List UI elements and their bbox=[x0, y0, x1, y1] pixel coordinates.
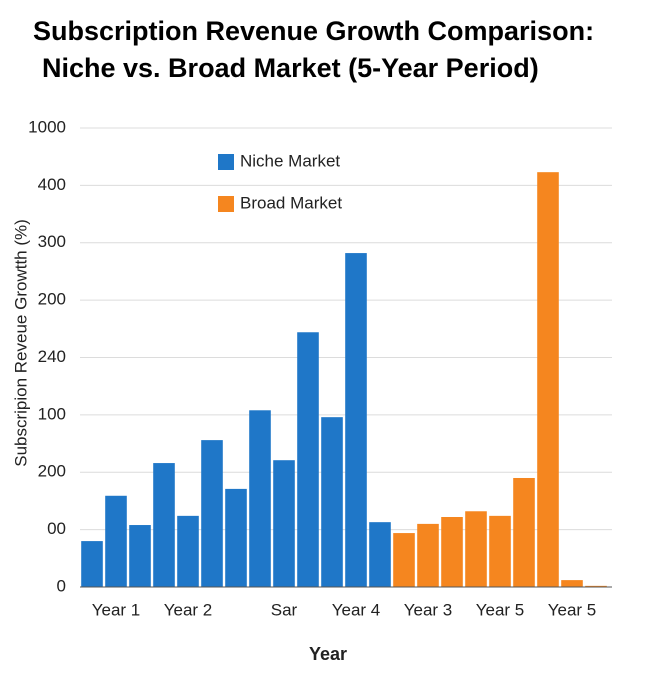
bar bbox=[393, 533, 415, 587]
chart-title: Niche vs. Broad Market (5-Year Period) bbox=[42, 53, 539, 83]
bar bbox=[297, 332, 319, 587]
x-tick-label: Sar bbox=[271, 600, 298, 619]
bar bbox=[489, 515, 511, 587]
y-tick-label: 1000 bbox=[28, 117, 66, 136]
x-tick-label: Year 1 bbox=[92, 600, 141, 619]
bar bbox=[129, 525, 151, 587]
legend-swatch bbox=[218, 154, 234, 170]
bar bbox=[153, 463, 175, 587]
bar bbox=[417, 523, 439, 587]
bar bbox=[537, 172, 559, 587]
bar bbox=[585, 585, 607, 587]
y-axis-label: Subscripion Reveue Growtth (%) bbox=[11, 219, 30, 467]
x-tick-label: Year 5 bbox=[476, 600, 525, 619]
legend-swatch bbox=[218, 196, 234, 212]
y-tick-label: 0 bbox=[57, 576, 66, 595]
x-axis-label: Year bbox=[309, 644, 347, 664]
y-tick-label: 400 bbox=[38, 175, 66, 194]
bar bbox=[321, 417, 343, 587]
bar bbox=[201, 440, 223, 587]
bar bbox=[225, 488, 247, 587]
bar bbox=[513, 477, 535, 587]
y-tick-label: 240 bbox=[38, 347, 66, 366]
bar bbox=[81, 541, 103, 587]
x-tick-label: Year 5 bbox=[548, 600, 597, 619]
y-tick-label: 200 bbox=[38, 462, 66, 481]
x-tick-label: Year 2 bbox=[164, 600, 213, 619]
bar bbox=[177, 515, 199, 587]
bar bbox=[273, 460, 295, 587]
legend-label: Broad Market bbox=[240, 193, 342, 212]
x-tick-label: Year 3 bbox=[404, 600, 453, 619]
chart-title: Subscription Revenue Growth Comparison: bbox=[33, 16, 594, 46]
bar bbox=[105, 495, 127, 587]
legend-label: Niche Market bbox=[240, 151, 340, 170]
y-tick-label: 00 bbox=[47, 519, 66, 538]
bar bbox=[465, 511, 487, 587]
bar bbox=[249, 410, 271, 587]
bar bbox=[441, 517, 463, 587]
bar bbox=[369, 522, 391, 587]
bar bbox=[561, 580, 583, 587]
y-tick-label: 200 bbox=[38, 290, 66, 309]
x-tick-label: Year 4 bbox=[332, 600, 381, 619]
y-tick-label: 300 bbox=[38, 232, 66, 251]
bar bbox=[345, 253, 367, 587]
y-tick-label: 100 bbox=[38, 404, 66, 423]
